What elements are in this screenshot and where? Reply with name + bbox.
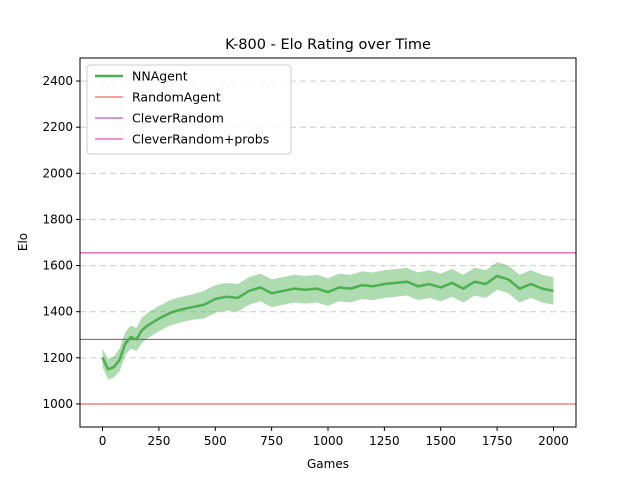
nnagent-series bbox=[101, 274, 554, 371]
nnagent-band-area bbox=[102, 262, 554, 380]
x-tick-label-2000: 2000 bbox=[538, 434, 569, 448]
y-tick-label-1000: 1000 bbox=[42, 397, 73, 411]
y-axis-ticks: 1000 1200 1400 1600 1800 2000 2200 2400 bbox=[42, 74, 80, 411]
legend-label-0: NNAgent bbox=[132, 69, 188, 84]
y-tick-label-2400: 2400 bbox=[42, 74, 73, 88]
chart-title: K-800 - Elo Rating over Time bbox=[225, 37, 431, 53]
x-axis-ticks: 0 250 500 750 1000 1250 1500 1750 2000 bbox=[99, 427, 569, 448]
y-tick-label-2200: 2200 bbox=[42, 120, 73, 134]
x-tick-label-0: 0 bbox=[99, 434, 107, 448]
x-axis-label: Games bbox=[307, 457, 349, 471]
legend-label-1: RandomAgent bbox=[132, 90, 221, 105]
x-tick-label-500: 500 bbox=[204, 434, 227, 448]
y-tick-label-2000: 2000 bbox=[42, 166, 73, 180]
x-tick-label-1250: 1250 bbox=[369, 434, 400, 448]
x-tick-label-1750: 1750 bbox=[482, 434, 513, 448]
legend: NNAgent RandomAgent CleverRandom CleverRand… bbox=[86, 64, 292, 155]
nnagent-line bbox=[101, 274, 554, 371]
y-axis-label: Elo bbox=[16, 233, 30, 251]
y-tick-label-1200: 1200 bbox=[42, 351, 73, 365]
baseline-lines bbox=[80, 252, 576, 405]
y-tick-label-1600: 1600 bbox=[42, 259, 73, 273]
y-tick-label-1800: 1800 bbox=[42, 212, 73, 226]
legend-label-3: CleverRandom+probs bbox=[132, 132, 269, 147]
x-tick-label-250: 250 bbox=[147, 434, 170, 448]
x-tick-label-1000: 1000 bbox=[313, 434, 344, 448]
x-tick-label-750: 750 bbox=[260, 434, 283, 448]
nnagent-confidence-band bbox=[102, 262, 554, 380]
legend-label-2: CleverRandom bbox=[132, 111, 224, 126]
legend-box bbox=[86, 64, 292, 155]
x-tick-label-1500: 1500 bbox=[425, 434, 456, 448]
y-tick-label-1400: 1400 bbox=[42, 305, 73, 319]
